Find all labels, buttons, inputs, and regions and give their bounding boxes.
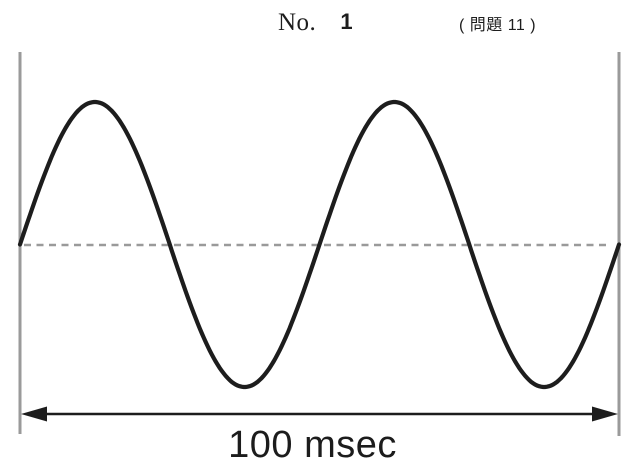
arrow-head-right-icon — [592, 406, 618, 422]
duration-arrow — [21, 406, 618, 422]
no-value: 1 — [340, 9, 353, 34]
sine-wave-path — [17, 99, 622, 390]
no-label: No. — [278, 9, 317, 36]
duration-label: 100 msec — [228, 424, 397, 466]
problem-number: ( 問題 11 ) — [459, 17, 537, 34]
arrow-head-left-icon — [21, 406, 47, 422]
page-number: No. 1 — [278, 9, 353, 37]
